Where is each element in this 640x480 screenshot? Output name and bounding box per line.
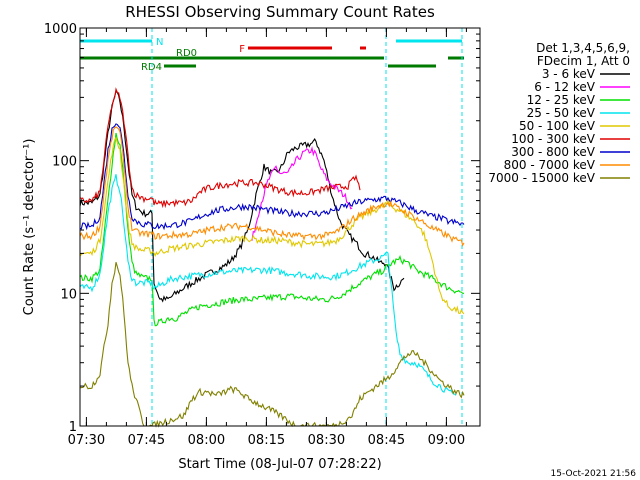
y-tick-label-2: 100 bbox=[52, 155, 77, 170]
series-group bbox=[79, 87, 465, 428]
series-line-3 bbox=[79, 174, 457, 396]
x-tick-label-2: 08:00 bbox=[188, 433, 225, 448]
series-line-7 bbox=[79, 126, 465, 247]
y-axis-label: Count Rate (s⁻¹ detector⁻¹) bbox=[22, 139, 37, 316]
y-tick-label-0: 1 bbox=[69, 420, 77, 435]
series-line-0 bbox=[79, 90, 405, 303]
flag-label-rd4: RD4 bbox=[141, 62, 162, 73]
y-axis: 1 10 100 1000 bbox=[44, 22, 480, 435]
x-tick-label-5: 08:45 bbox=[368, 433, 405, 448]
plot-frame bbox=[79, 27, 481, 427]
series-line-5 bbox=[79, 87, 361, 209]
legend-label-7: 800 - 7000 keV bbox=[504, 158, 596, 172]
x-axis-label: Start Time (08-Jul-07 07:28:22) bbox=[178, 457, 381, 472]
legend: Det 1,3,4,5,6,9, FDecim 1, Att 0 3 - 6 k… bbox=[488, 41, 630, 185]
y-tick-label-1: 10 bbox=[60, 287, 77, 302]
chart-title: RHESSI Observing Summary Count Rates bbox=[125, 3, 435, 21]
x-tick-label-0: 07:30 bbox=[68, 433, 105, 448]
legend-label-4: 50 - 100 keV bbox=[519, 119, 596, 133]
x-axis: 07:30 07:45 08:00 08:15 08:30 08:45 09:00 bbox=[68, 28, 467, 448]
legend-label-3: 25 - 50 keV bbox=[527, 106, 596, 120]
legend-header-decimation: FDecim 1, Att 0 bbox=[537, 54, 630, 68]
flag-label-n: N bbox=[156, 37, 163, 48]
timestamp: 15-Oct-2021 21:56 bbox=[551, 469, 637, 479]
y-tick-label-3: 1000 bbox=[44, 22, 77, 37]
x-tick-label-1: 07:45 bbox=[128, 433, 165, 448]
series-line-6 bbox=[79, 123, 465, 231]
legend-label-5: 100 - 300 keV bbox=[511, 132, 595, 146]
x-tick-label-4: 08:30 bbox=[308, 433, 345, 448]
legend-label-1: 6 - 12 keV bbox=[534, 80, 596, 94]
legend-label-8: 7000 - 15000 keV bbox=[488, 171, 595, 185]
flag-label-f: F bbox=[239, 44, 245, 55]
series-line-1 bbox=[251, 146, 353, 241]
observing-flags: N F RD0 RD4 bbox=[80, 37, 464, 73]
x-tick-label-3: 08:15 bbox=[248, 433, 285, 448]
x-tick-label-6: 09:00 bbox=[428, 433, 465, 448]
legend-label-0: 3 - 6 keV bbox=[542, 67, 596, 81]
legend-header-detectors: Det 1,3,4,5,6,9, bbox=[536, 41, 630, 55]
series-line-4 bbox=[79, 136, 465, 315]
flag-label-rd0: RD0 bbox=[176, 48, 197, 59]
series-line-2 bbox=[79, 132, 464, 327]
legend-label-2: 12 - 25 keV bbox=[527, 93, 596, 107]
legend-label-6: 300 - 800 keV bbox=[511, 145, 595, 159]
